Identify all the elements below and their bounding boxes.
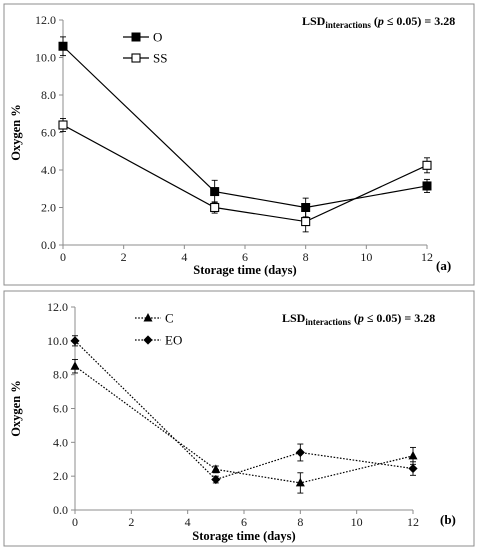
y-tick-label: 4.0: [53, 435, 68, 449]
series-o-line: [62, 45, 428, 209]
x-tick-label: 4: [181, 250, 187, 264]
panel-frame: [3, 3, 475, 286]
y-tick-label: 8.0: [53, 368, 68, 382]
legend-label: O: [153, 30, 162, 45]
lsd-p: p: [377, 14, 384, 28]
y-tick-label: 2.0: [41, 201, 56, 215]
legend-marker: [131, 32, 141, 42]
series-c-line: [74, 365, 414, 484]
y-tick-label: 8.0: [41, 88, 56, 102]
data-point-ss: [301, 217, 311, 227]
y-tick-label: 6.0: [53, 402, 68, 416]
legend-label: SS: [153, 51, 167, 66]
lsd-open: (: [351, 311, 358, 325]
lsd-annotation: LSDinteractions (p ≤ 0.05) = 3.28: [302, 14, 455, 30]
lsd-annotation: LSDinteractions (p ≤ 0.05) = 3.28: [282, 311, 435, 327]
x-tick-label: 2: [128, 515, 134, 529]
x-tick-label: 0: [72, 515, 78, 529]
panel-tag: (b): [440, 512, 456, 527]
x-tick-label: 10: [360, 250, 372, 264]
y-tick-label: 0.0: [41, 238, 56, 252]
lsd-rest: ≤ 0.05) = 3.28: [384, 14, 455, 28]
y-tick-label: 12.0: [47, 300, 68, 314]
lsd-open: (: [371, 14, 378, 28]
legend: C EO: [135, 311, 182, 348]
data-point-eo: [295, 447, 305, 458]
data-point-c: [70, 361, 80, 370]
panel-frame: [3, 290, 475, 547]
x-tick-label: 4: [185, 515, 191, 529]
data-point-eo: [70, 336, 80, 346]
data-point-o: [58, 41, 68, 51]
series-eo-line: [74, 340, 414, 481]
legend-marker: [131, 53, 141, 63]
data-point-o: [422, 181, 432, 191]
lsd-lead: LSD: [302, 14, 326, 28]
data-point-eo: [408, 463, 418, 474]
x-tick-label: 10: [351, 515, 363, 529]
x-tick-label: 6: [242, 250, 248, 264]
data-point-c: [408, 450, 418, 460]
series-ss-line: [62, 124, 428, 223]
y-axis-title: Oxygen %: [9, 104, 23, 161]
chart-panel-b: 0.0 2.0 4.0 6.0 8.0 10.0 12.0 0 2 4 6 8 10 12 Storage …: [3, 290, 475, 547]
y-tick-label: 6.0: [41, 126, 56, 140]
legend-marker: [143, 313, 153, 322]
x-tick-label: 12: [421, 250, 433, 264]
data-point-ss: [58, 120, 68, 130]
x-tick-label: 8: [297, 515, 303, 529]
x-tick-label: 8: [303, 250, 309, 264]
y-tick-label: 12.0: [35, 13, 56, 27]
series-eo: [70, 335, 418, 485]
lsd-subscript: interactions: [325, 20, 371, 30]
series-ss: [58, 117, 432, 233]
lsd-lead: LSD: [282, 311, 306, 325]
data-point-eo: [211, 474, 221, 485]
panel-tag: (a): [436, 258, 451, 273]
data-point-c: [211, 464, 221, 473]
y-tick-label: 10.0: [47, 334, 68, 348]
series-c: [70, 358, 418, 494]
lsd-p: p: [357, 311, 364, 325]
legend-label: EO: [165, 333, 182, 348]
data-point-o: [210, 187, 220, 197]
chart-panel-a: 0.0 2.0 4.0 6.0 8.0 10.0 12.0 0 2 4 6 8 10 12 Storage …: [3, 3, 475, 286]
y-tick-label: 2.0: [53, 469, 68, 483]
x-axis-title: Storage time (days): [193, 263, 296, 277]
x-axis-title: Storage time (days): [192, 529, 295, 543]
lsd-subscript: interactions: [305, 317, 351, 327]
lsd-rest: ≤ 0.05) = 3.28: [364, 311, 435, 325]
y-axis-title: Oxygen %: [9, 380, 23, 437]
legend: O SS: [123, 30, 167, 66]
legend-label: C: [165, 311, 174, 326]
series-o: [58, 36, 432, 218]
data-point-o: [301, 203, 311, 212]
x-tick-label: 2: [121, 250, 127, 264]
x-tick-label: 12: [407, 515, 419, 529]
x-tick-label: 0: [60, 250, 66, 264]
y-tick-label: 10.0: [35, 51, 56, 65]
data-point-ss: [422, 160, 432, 170]
data-point-ss: [210, 202, 220, 213]
legend-marker: [143, 335, 153, 345]
data-point-c: [295, 477, 305, 487]
y-tick-label: 4.0: [41, 163, 56, 177]
x-tick-label: 6: [241, 515, 247, 529]
y-tick-label: 0.0: [53, 503, 68, 517]
